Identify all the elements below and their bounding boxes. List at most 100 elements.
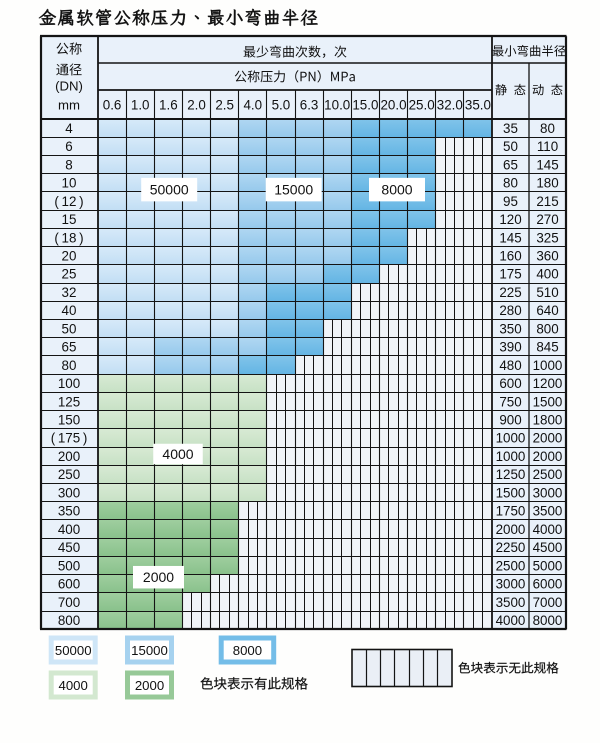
svg-text:15: 15 <box>62 212 77 227</box>
svg-text:2000: 2000 <box>496 522 526 537</box>
svg-text:( 18 ): ( 18 ) <box>54 230 83 245</box>
svg-text:32.0: 32.0 <box>437 98 463 113</box>
svg-text:50000: 50000 <box>55 643 92 658</box>
svg-text:2500: 2500 <box>496 558 526 573</box>
svg-text:( 12 ): ( 12 ) <box>54 194 83 209</box>
svg-text:100: 100 <box>58 376 80 391</box>
svg-text:20: 20 <box>62 248 77 263</box>
svg-text:150: 150 <box>58 413 80 428</box>
svg-text:1200: 1200 <box>533 376 563 391</box>
svg-text:450: 450 <box>58 540 80 555</box>
svg-text:900: 900 <box>499 413 521 428</box>
svg-text:6000: 6000 <box>533 577 563 592</box>
svg-text:6.3: 6.3 <box>300 98 319 113</box>
svg-text:2250: 2250 <box>496 540 526 555</box>
svg-text:8000: 8000 <box>533 613 563 628</box>
svg-text:20.0: 20.0 <box>380 98 406 113</box>
svg-text:10: 10 <box>62 176 77 191</box>
svg-text:7000: 7000 <box>533 595 563 610</box>
svg-text:600: 600 <box>58 577 80 592</box>
svg-text:1250: 1250 <box>496 467 526 482</box>
svg-text:mm: mm <box>58 98 80 113</box>
svg-text:360: 360 <box>536 248 558 263</box>
svg-text:80: 80 <box>62 358 77 373</box>
svg-text:10.0: 10.0 <box>324 98 350 113</box>
svg-text:50: 50 <box>62 321 77 336</box>
svg-text:250: 250 <box>58 467 80 482</box>
svg-text:750: 750 <box>499 394 521 409</box>
svg-text:1500: 1500 <box>533 394 563 409</box>
svg-text:1000: 1000 <box>533 358 563 373</box>
svg-text:35.0: 35.0 <box>465 98 491 113</box>
svg-text:1.0: 1.0 <box>131 98 150 113</box>
svg-text:5.0: 5.0 <box>272 98 291 113</box>
svg-text:640: 640 <box>536 303 558 318</box>
svg-text:8: 8 <box>65 157 72 172</box>
svg-text:95: 95 <box>503 194 518 209</box>
svg-text:(DN): (DN) <box>55 79 83 94</box>
svg-text:4000: 4000 <box>496 613 526 628</box>
svg-text:390: 390 <box>499 340 521 355</box>
svg-text:500: 500 <box>58 558 80 573</box>
svg-text:15.0: 15.0 <box>352 98 378 113</box>
svg-text:1.6: 1.6 <box>159 98 178 113</box>
svg-text:510: 510 <box>536 285 558 300</box>
svg-text:1750: 1750 <box>496 504 526 519</box>
svg-text:80: 80 <box>540 121 555 136</box>
svg-text:480: 480 <box>499 358 521 373</box>
svg-text:4000: 4000 <box>59 678 88 693</box>
svg-text:40: 40 <box>62 303 77 318</box>
svg-text:120: 120 <box>499 212 521 227</box>
svg-text:2000: 2000 <box>533 449 563 464</box>
svg-text:4: 4 <box>65 121 73 136</box>
svg-text:400: 400 <box>536 267 558 282</box>
svg-text:1500: 1500 <box>496 485 526 500</box>
svg-text:280: 280 <box>499 303 521 318</box>
svg-text:4000: 4000 <box>162 446 193 462</box>
svg-text:215: 215 <box>536 194 558 209</box>
svg-text:200: 200 <box>58 449 80 464</box>
svg-text:125: 125 <box>58 394 80 409</box>
svg-text:15000: 15000 <box>274 182 313 198</box>
svg-text:1800: 1800 <box>533 413 563 428</box>
svg-text:110: 110 <box>537 139 558 154</box>
svg-text:800: 800 <box>58 613 80 628</box>
svg-text:0.6: 0.6 <box>103 98 122 113</box>
svg-text:50000: 50000 <box>150 182 189 198</box>
svg-text:1000: 1000 <box>496 449 526 464</box>
svg-text:25: 25 <box>62 267 77 282</box>
svg-text:65: 65 <box>62 340 77 355</box>
svg-text:3000: 3000 <box>533 485 563 500</box>
svg-text:325: 325 <box>536 230 558 245</box>
svg-text:3000: 3000 <box>496 577 526 592</box>
svg-text:225: 225 <box>499 285 521 300</box>
svg-text:350: 350 <box>499 321 521 336</box>
svg-text:65: 65 <box>503 157 518 172</box>
svg-text:2000: 2000 <box>135 678 164 693</box>
svg-text:15000: 15000 <box>131 643 168 658</box>
svg-text:6: 6 <box>65 139 72 154</box>
svg-text:2000: 2000 <box>533 431 563 446</box>
svg-text:8000: 8000 <box>381 182 412 198</box>
svg-text:80: 80 <box>503 176 518 191</box>
svg-text:50: 50 <box>503 139 518 154</box>
svg-text:270: 270 <box>536 212 558 227</box>
svg-text:160: 160 <box>499 248 521 263</box>
svg-text:2.0: 2.0 <box>187 98 206 113</box>
svg-text:2000: 2000 <box>143 569 174 585</box>
svg-text:3500: 3500 <box>496 595 526 610</box>
svg-text:4.0: 4.0 <box>243 98 262 113</box>
svg-text:400: 400 <box>58 522 80 537</box>
svg-text:600: 600 <box>499 376 521 391</box>
svg-text:2500: 2500 <box>533 467 563 482</box>
svg-text:175: 175 <box>499 267 521 282</box>
svg-text:4000: 4000 <box>533 522 563 537</box>
svg-text:8000: 8000 <box>233 643 262 658</box>
svg-text:145: 145 <box>536 157 558 172</box>
svg-text:2.5: 2.5 <box>215 98 234 113</box>
svg-text:180: 180 <box>536 176 558 191</box>
svg-text:845: 845 <box>536 340 558 355</box>
svg-text:350: 350 <box>58 504 80 519</box>
svg-text:5000: 5000 <box>533 558 563 573</box>
svg-text:145: 145 <box>499 230 521 245</box>
